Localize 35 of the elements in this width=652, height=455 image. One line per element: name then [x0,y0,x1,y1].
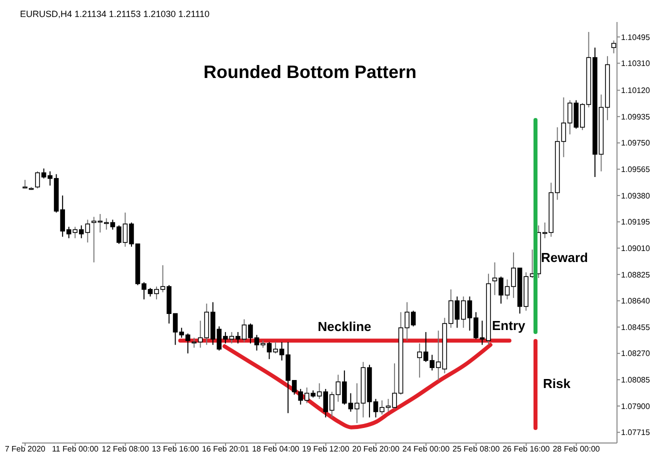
series-label: Neckline [316,318,372,334]
annotation: Risk [543,376,570,391]
y-tick-label: 1.09565 [621,165,650,174]
y-tick-label: 1.10495 [621,32,650,42]
x-tick-label: 24 Feb 00:00 [402,444,450,454]
annotation: Entry [492,318,526,333]
y-tick-label: 1.08085 [621,376,650,385]
y-tick-label: 1.10310 [621,59,650,68]
y-tick-label: 1.08825 [621,270,650,280]
x-tick-label: 26 Feb 16:00 [502,444,550,454]
y-tick-label: 1.08455 [621,322,650,332]
x-tick-label: 7 Feb 2020 [4,444,46,454]
x-tick-label: 16 Feb 20:01 [202,444,250,454]
text: EURUSD,H4 1.21134 1.21153 1.21030 1.21110 [20,9,210,19]
x-tick-label: 28 Feb 00:00 [552,444,600,454]
candlestick [611,40,616,54]
y-tick-label: 1.07715 [621,428,650,438]
x-tick-label: 19 Feb 12:00 [302,444,350,454]
x-tick-label: 25 Feb 08:00 [452,444,500,454]
y-tick-label: 1.09010 [621,244,650,253]
y-tick-label: 1.09380 [621,191,650,200]
x-tick-label: 20 Feb 20:00 [352,444,400,454]
y-tick-label: 1.08640 [621,296,650,306]
text: Rounded Bottom Pattern [202,62,418,83]
y-tick-label: 1.08270 [621,349,650,358]
y-tick-label: 1.10120 [621,86,650,96]
y-tick-label: 1.09750 [621,138,650,148]
x-tick-label: 13 Feb 16:00 [152,444,200,454]
y-tick-label: 1.07900 [621,402,650,411]
x-tick-label: 11 Feb 00:00 [52,444,100,454]
x-tick-label: 18 Feb 04:00 [252,444,300,454]
y-tick-label: 1.09195 [621,218,650,227]
x-tick-label: 12 Feb 08:00 [102,444,150,454]
y-tick-label: 1.09935 [621,112,650,122]
annotation: Reward [541,250,588,265]
